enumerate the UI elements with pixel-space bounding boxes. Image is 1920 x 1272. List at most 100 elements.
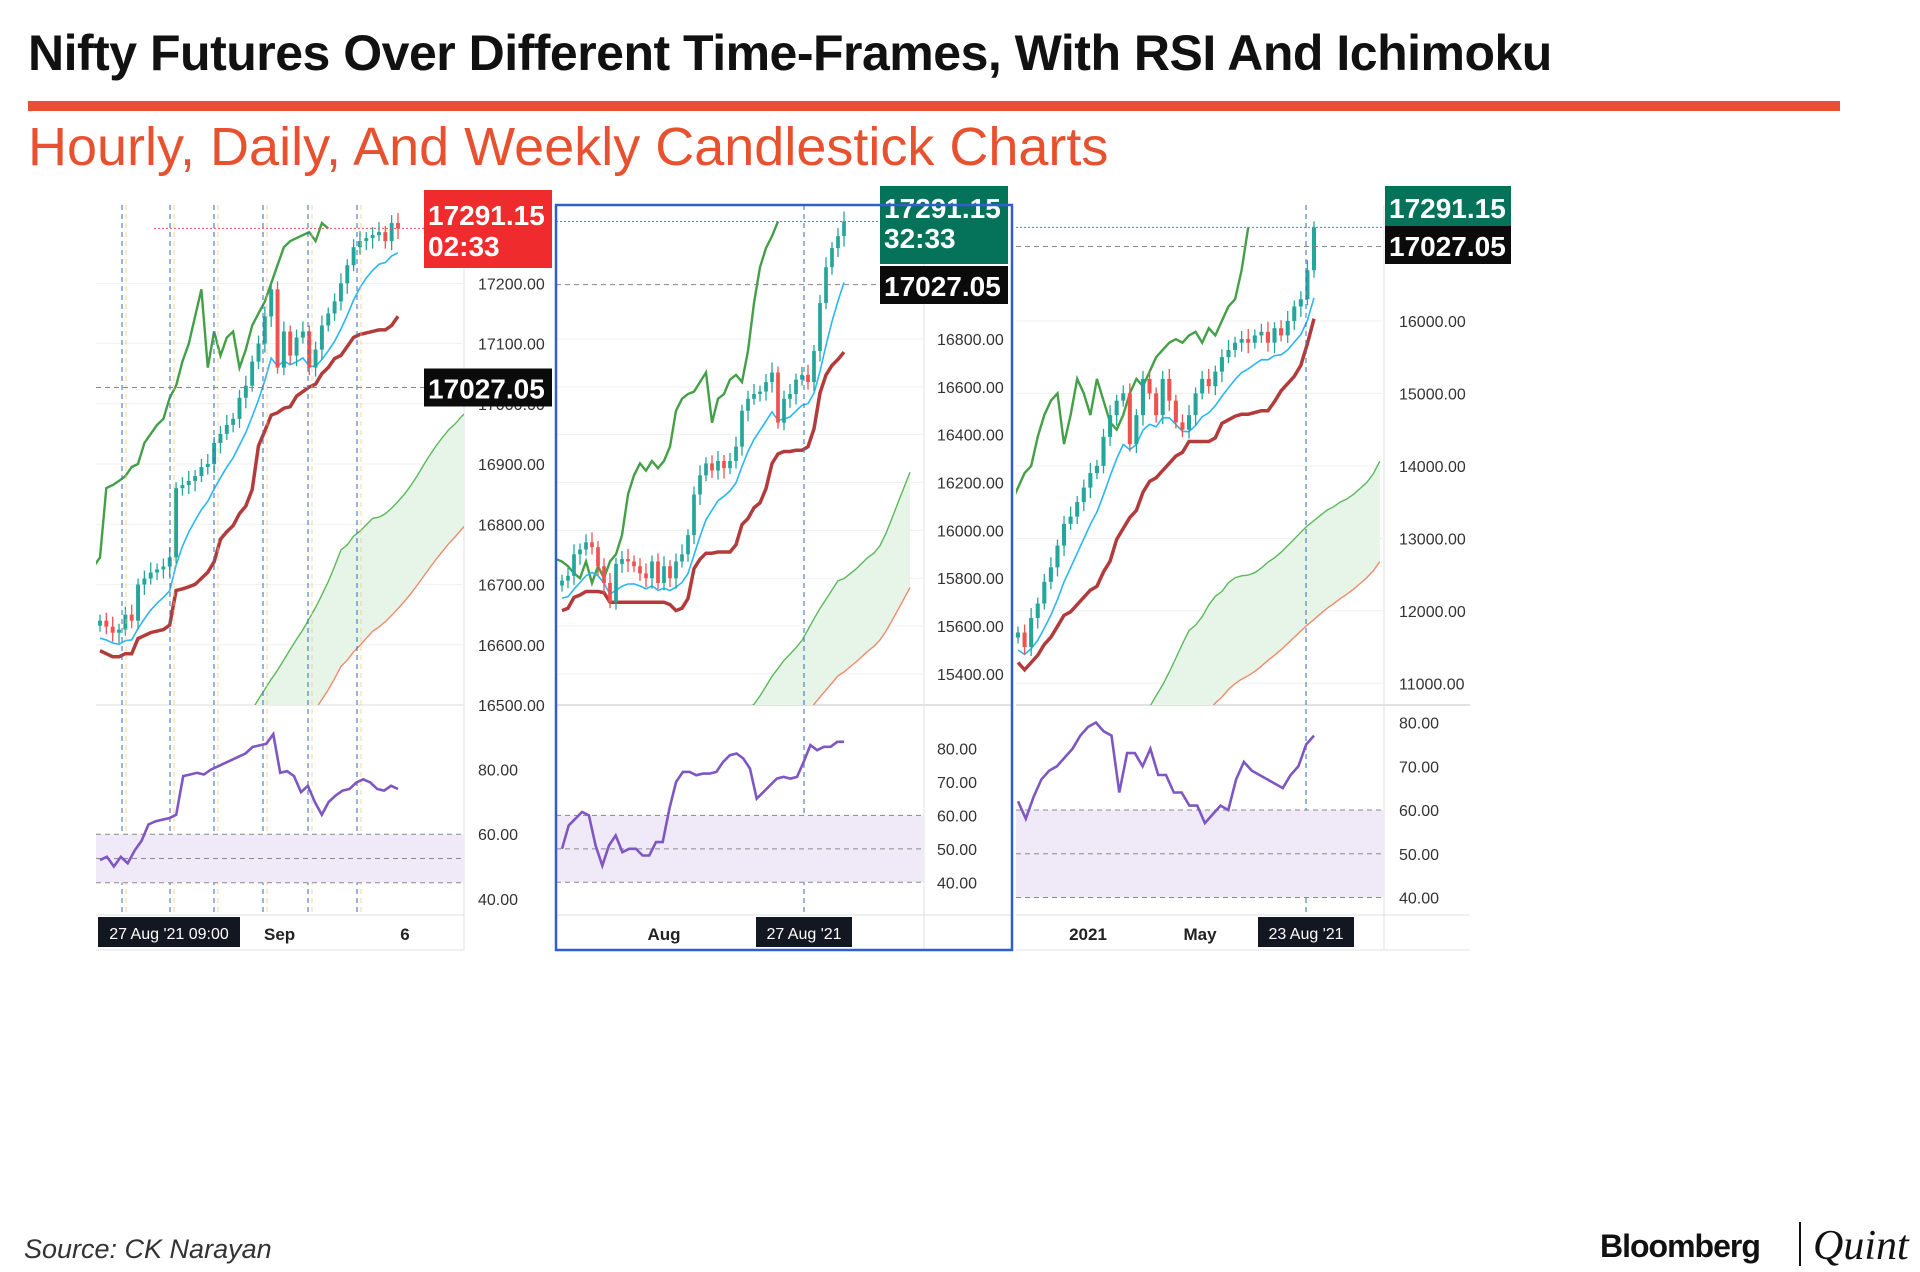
candle-body (370, 235, 375, 239)
ref-price-badge (424, 368, 552, 407)
senkou-span-b (1212, 561, 1381, 705)
candle-body (734, 446, 738, 461)
candle-body (281, 331, 286, 368)
candle-body (758, 391, 762, 394)
candle-body (1200, 378, 1205, 394)
candle-body (770, 372, 774, 383)
rsi-tick-label: 70.00 (1399, 759, 1439, 776)
candle-body (98, 620, 102, 626)
price-pane (556, 211, 911, 705)
candle-body (396, 223, 400, 229)
candle-body (566, 575, 570, 581)
candle-body (1298, 299, 1303, 307)
y-tick-label: 16600.00 (478, 638, 545, 655)
candle-body (205, 464, 210, 468)
candle-body (313, 349, 318, 368)
kijun-sen (99, 315, 400, 659)
candle-body (167, 557, 172, 567)
ref-price-badge (880, 266, 1008, 304)
candle-body (1134, 415, 1139, 445)
candle-body (1265, 331, 1270, 343)
y-tick-label: 15800.00 (937, 571, 1004, 588)
candle-body (572, 554, 576, 576)
candle-body (231, 418, 236, 425)
y-tick-label: 16700.00 (478, 578, 545, 595)
candle-body (377, 232, 381, 236)
candle-body (1055, 545, 1060, 568)
brand-divider (1799, 1222, 1801, 1266)
candle-body (596, 547, 600, 567)
tenkan-sen (561, 282, 845, 599)
candle-body (218, 433, 223, 443)
candle-body (1121, 393, 1126, 401)
candle-body (212, 442, 217, 465)
y-tick-label: 16000.00 (937, 523, 1004, 540)
candle-body (830, 248, 834, 268)
y-tick-label: 13000.00 (1399, 531, 1466, 548)
ref-price-badge (1385, 226, 1511, 264)
candle-body (1068, 516, 1073, 524)
senkou-span-b (317, 525, 464, 705)
candle-body (250, 361, 255, 386)
candle-body (1272, 328, 1277, 343)
candle-body (243, 385, 248, 398)
y-tick-label: 15600.00 (937, 619, 1004, 636)
ichimoku-cloud (1150, 461, 1380, 705)
candle-body (716, 460, 720, 471)
candle-body (764, 382, 768, 392)
candle-body (1239, 339, 1244, 343)
candle-body (345, 265, 350, 284)
candle-body (256, 343, 261, 362)
candle-body (626, 559, 630, 562)
candle-body (1180, 422, 1185, 430)
ichimoku-cloud (752, 472, 910, 705)
price-pane (1016, 221, 1381, 705)
candle-body (1305, 270, 1310, 300)
candle-body (812, 350, 816, 383)
candle-body (1127, 393, 1132, 445)
title-rule (28, 101, 1840, 111)
candle-body (142, 578, 147, 585)
candle-body (1246, 339, 1251, 343)
candle-body (155, 569, 160, 573)
candle-body (294, 337, 299, 356)
candle-body (148, 572, 153, 579)
rsi-line (99, 730, 399, 869)
candle-body (332, 301, 337, 314)
cursor-time-label: 27 Aug '21 (766, 926, 841, 943)
candle-body (1094, 465, 1099, 474)
last-price-label: 17291.15 (1389, 193, 1506, 224)
candle-body (1186, 415, 1192, 430)
ref-price-label: 17027.05 (1389, 231, 1506, 262)
cursor-time-label: 27 Aug '21 09:00 (109, 926, 229, 943)
senkou-span-b (812, 587, 911, 705)
candle-body (288, 331, 293, 356)
candle-body (608, 582, 612, 603)
price-pane (96, 213, 464, 705)
last-price-badge (880, 186, 1008, 264)
candle-body (602, 566, 606, 583)
time-label: 6 (400, 925, 409, 944)
candle-body (1022, 632, 1027, 648)
chikou-span (1016, 227, 1250, 495)
candle-body (680, 554, 684, 562)
candle-body (319, 325, 324, 350)
time-label: 2021 (1069, 925, 1107, 944)
candle-body (275, 289, 280, 368)
candle-body (578, 549, 582, 555)
candle-body (1016, 632, 1021, 638)
candle-body (1140, 378, 1146, 416)
rsi-tick-label: 60.00 (1399, 803, 1439, 820)
ref-price-label: 17027.05 (428, 374, 545, 405)
time-label: May (1183, 925, 1217, 944)
candle-body (794, 379, 798, 394)
candle-body (620, 559, 624, 564)
candle-body (161, 566, 166, 570)
y-tick-label: 12000.00 (1399, 604, 1466, 621)
senkou-span-a (254, 413, 464, 705)
candle-body (560, 580, 564, 586)
panel-daily: 15400.00 15600.00 15800.00 16000.00 16200.00… (556, 186, 1012, 951)
candle-body (842, 221, 846, 237)
daily-panel-frame (554, 203, 1014, 952)
last-price-badge (1385, 186, 1511, 226)
